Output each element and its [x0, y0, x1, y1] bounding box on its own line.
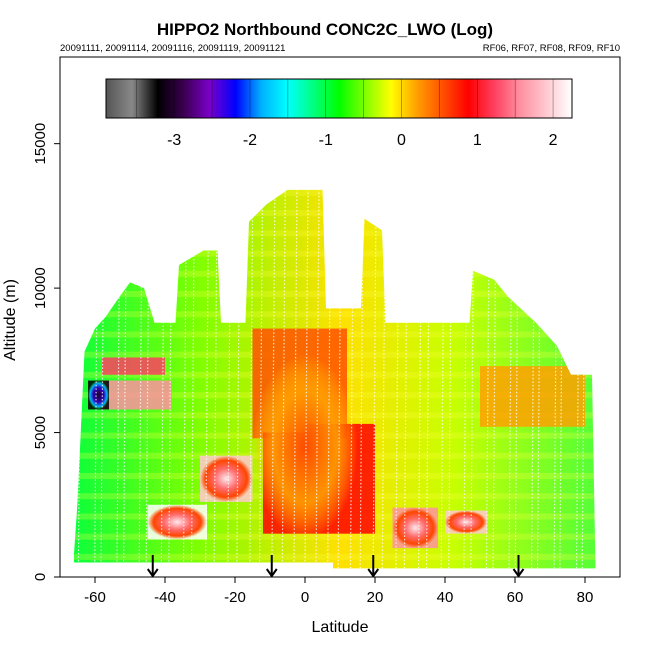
flight-track — [381, 189, 386, 569]
field-band — [74, 250, 596, 257]
y-axis: 0 5000 10000 15000 — [32, 123, 60, 581]
plot-frame — [59, 56, 621, 578]
field-band — [74, 210, 596, 217]
flight-track — [94, 189, 99, 569]
flight-track — [581, 189, 586, 569]
flight-track — [77, 189, 83, 569]
flight-marker-arrowhead — [265, 568, 278, 578]
flight-marker-arrowhead — [512, 568, 525, 578]
flight-track — [327, 189, 332, 569]
flight-markers — [146, 555, 525, 578]
flight-track — [417, 189, 423, 569]
x-tick-label: 0 — [301, 589, 309, 606]
chart-subtitle-dates: 20091111, 20091114, 20091116, 20091119, … — [60, 43, 285, 54]
flight-track — [122, 189, 128, 569]
x-tick-label: 80 — [577, 589, 594, 606]
field-patch — [102, 357, 165, 375]
y-tick-label: 15000 — [32, 123, 49, 165]
field-band — [74, 291, 596, 297]
flight-track — [508, 189, 513, 569]
flight-track — [359, 189, 364, 569]
flight-track — [168, 189, 173, 569]
flight-marker-arrowhead — [367, 568, 380, 578]
colorbar-tick-label: 0 — [397, 132, 406, 149]
chart-subtitle-flights: RF06, RF07, RF08, RF09, RF10 — [483, 43, 620, 54]
flight-track — [470, 189, 475, 569]
colorbar-tick-label: 2 — [549, 132, 558, 149]
flight-track — [315, 189, 320, 569]
flight-track — [293, 189, 298, 569]
flight-tracks — [77, 189, 586, 569]
field-band — [74, 189, 596, 196]
flight-track — [190, 189, 196, 569]
field-band — [74, 311, 596, 318]
x-tick-label: -60 — [84, 589, 106, 606]
y-tick-label: 10000 — [32, 267, 49, 309]
flight-track — [205, 189, 210, 569]
flight-track — [492, 189, 497, 569]
flight-track — [395, 189, 400, 569]
colorbar-gradient — [105, 78, 573, 119]
field-patch — [102, 380, 172, 410]
flight-track — [236, 189, 241, 569]
colorbar-tick-label: -1 — [319, 132, 333, 149]
x-tick-label: -20 — [224, 589, 246, 606]
colorbar: -3 -2 -1 0 1 2 — [105, 78, 573, 149]
chart-title: HIPPO2 Northbound CONC2C_LWO (Log) — [157, 20, 493, 39]
field-hotspot — [392, 507, 438, 549]
y-tick-label: 5000 — [32, 416, 49, 449]
flight-track — [227, 189, 232, 569]
flight-track — [249, 189, 254, 569]
flight-track — [553, 189, 558, 569]
flight-track — [116, 189, 121, 569]
y-tick-label: 0 — [32, 573, 49, 581]
flight-track — [100, 189, 105, 569]
flight-track — [182, 189, 188, 569]
field-band — [74, 270, 596, 277]
flight-track — [372, 189, 377, 569]
flight-track — [349, 189, 355, 569]
flight-track — [440, 189, 445, 569]
x-tick-label: -40 — [154, 589, 176, 606]
field-hotspot — [445, 510, 487, 534]
flight-track — [530, 189, 536, 569]
flight-track — [559, 189, 564, 569]
flight-track — [536, 189, 542, 569]
field-band — [74, 533, 596, 540]
flight-track — [258, 189, 264, 569]
flight-track — [281, 189, 286, 569]
flight-track — [271, 189, 276, 569]
x-tick-label: 20 — [367, 589, 384, 606]
flight-track — [403, 189, 408, 569]
flight-track — [485, 189, 491, 569]
flight-marker-arrowhead — [146, 568, 159, 578]
flight-track — [514, 189, 519, 569]
flight-track — [575, 189, 581, 569]
x-axis-title: Latitude — [312, 619, 369, 636]
field-hotspot — [88, 380, 109, 410]
concentration-field — [74, 189, 596, 569]
flight-track — [448, 189, 453, 569]
flight-track — [463, 189, 468, 569]
flight-track — [160, 189, 165, 569]
field-core — [252, 354, 358, 540]
x-tick-label: 60 — [507, 589, 524, 606]
x-tick-label: 40 — [437, 589, 454, 606]
field-hotspot — [147, 504, 207, 540]
x-axis: -60 -40 -20 0 20 40 60 80 — [84, 577, 593, 606]
flight-track — [337, 189, 342, 569]
colorbar-tick-label: -2 — [243, 132, 257, 149]
field-band — [74, 230, 596, 237]
colorbar-tick-label: 1 — [473, 132, 482, 149]
flight-track — [304, 189, 309, 569]
flight-track — [145, 189, 150, 569]
flight-track — [425, 189, 431, 569]
flight-track — [213, 189, 218, 569]
y-axis-title: Altitude (m) — [2, 279, 19, 361]
field-hotspot — [200, 455, 253, 502]
flight-track — [138, 189, 143, 569]
field-band — [74, 553, 596, 560]
colorbar-tick-label: -3 — [167, 132, 181, 149]
